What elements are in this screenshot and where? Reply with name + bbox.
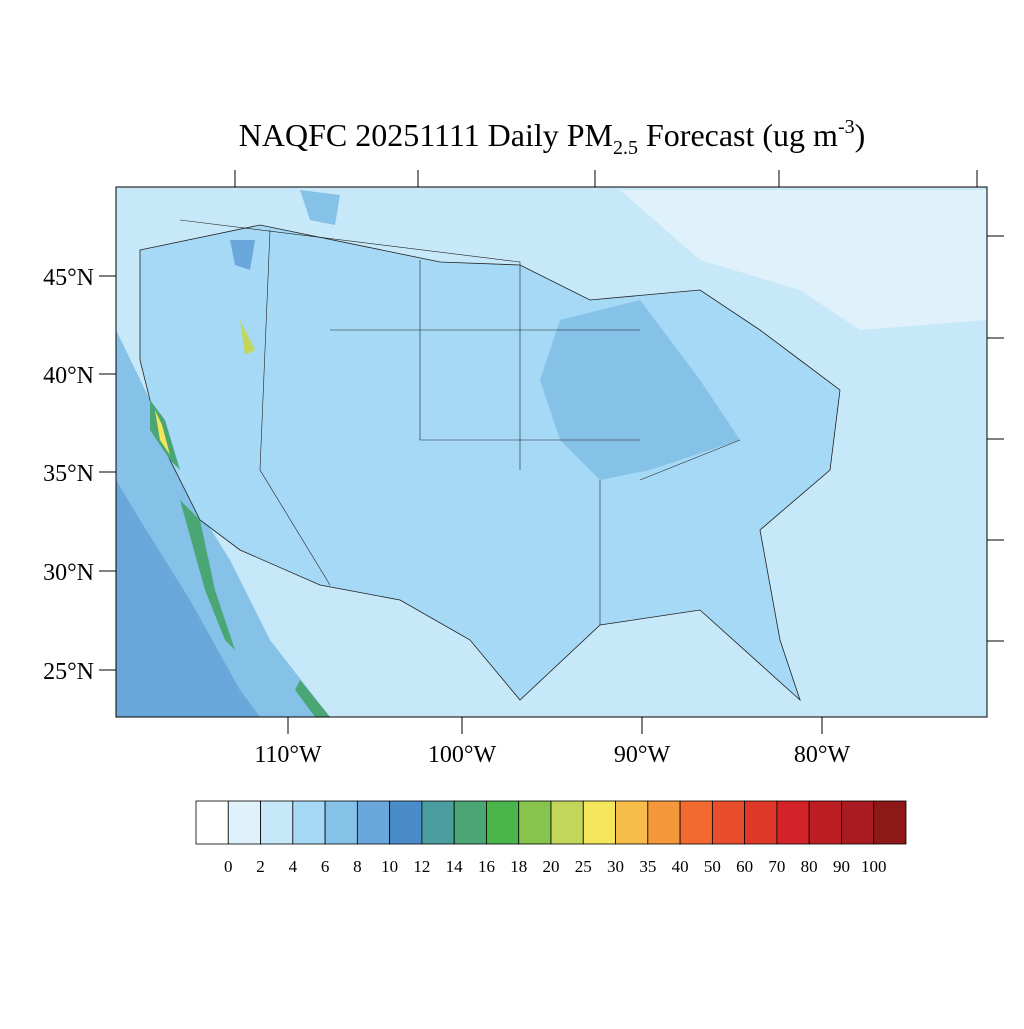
lon-label: 80°W [794,742,851,768]
colorbar-label: 100 [861,857,887,876]
colorbar-box [873,800,907,845]
map-field [116,187,987,717]
colorbar-label: 0 [224,857,233,876]
lat-label: 40°N [43,363,94,389]
colorbar-label: 16 [478,857,495,876]
title-middle: Forecast (ug m [638,117,838,153]
map-ticks [234,170,1004,642]
colorbar-label: 6 [321,857,330,876]
colorbar-box [292,800,326,845]
colorbar-label: 50 [704,857,721,876]
colorbar-label: 14 [446,857,464,876]
lat-label: 45°N [43,265,94,291]
colorbar-box [389,800,423,845]
colorbar-box [841,800,875,845]
colorbar-label: 60 [736,857,753,876]
colorbar-label: 35 [639,857,656,876]
colorbar-label: 90 [833,857,850,876]
colorbar-box [615,800,649,845]
title-sup: -3 [838,116,855,138]
colorbar-box [582,800,616,845]
colorbar-label: 70 [768,857,785,876]
colorbar-label: 10 [381,857,398,876]
colorbar-box [647,800,681,845]
colorbar-box [711,800,746,845]
colorbar-box [227,800,261,845]
colorbar-label: 18 [510,857,527,876]
colorbar-box [260,800,294,845]
colorbar-box [744,800,778,845]
title-sub: 2.5 [613,137,638,159]
colorbar-box [486,800,520,845]
title-main: NAQFC 20251111 Daily PM [239,117,613,153]
colorbar-label: 8 [353,857,362,876]
colorbar-label: 25 [575,857,592,876]
colorbar-label: 40 [672,857,689,876]
colorbar-box [550,800,584,845]
colorbar-label: 30 [607,857,624,876]
colorbar-label: 20 [543,857,560,876]
colorbar-label: 4 [289,857,298,876]
colorbar-label: 2 [256,857,265,876]
lat-label: 30°N [43,560,94,586]
lon-label: 90°W [614,742,671,768]
lon-label: 100°W [428,742,497,768]
colorbar-label: 80 [801,857,818,876]
title: NAQFC 20251111 Daily PM2.5 Forecast (ug … [239,116,866,159]
lat-label: 25°N [43,659,94,685]
title-end: ) [855,117,866,153]
colorbar-box [453,800,487,845]
lon-label: 110°W [254,742,322,768]
colorbar-box [324,800,358,845]
colorbar-box [518,800,552,845]
colorbar-box [421,800,455,845]
colorbar-box [356,800,391,845]
colorbar-box [808,800,842,845]
colorbar-box [195,800,229,845]
colorbar-box [776,800,810,845]
colorbar-label: 12 [413,857,430,876]
lat-label: 35°N [43,461,94,487]
colorbar-box [679,800,713,845]
map-frame [115,186,988,718]
